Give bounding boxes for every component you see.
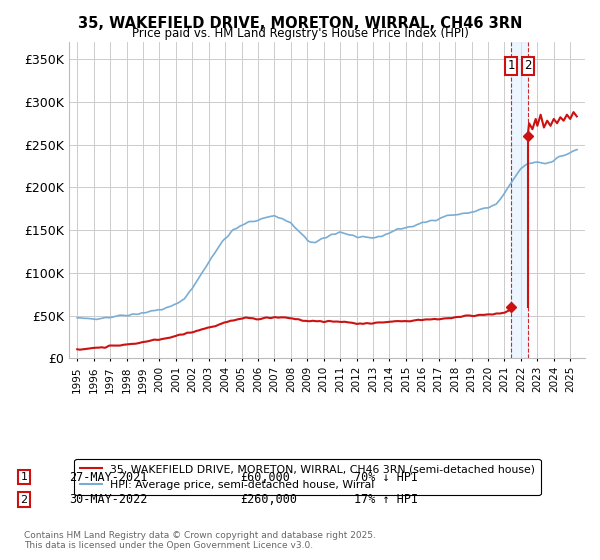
- Text: 1: 1: [20, 472, 28, 482]
- Text: 1: 1: [508, 59, 515, 72]
- Text: Contains HM Land Registry data © Crown copyright and database right 2025.
This d: Contains HM Land Registry data © Crown c…: [24, 531, 376, 550]
- Text: £260,000: £260,000: [240, 493, 297, 506]
- Text: 17% ↑ HPI: 17% ↑ HPI: [354, 493, 418, 506]
- Text: £60,000: £60,000: [240, 470, 290, 484]
- Text: 35, WAKEFIELD DRIVE, MORETON, WIRRAL, CH46 3RN: 35, WAKEFIELD DRIVE, MORETON, WIRRAL, CH…: [78, 16, 522, 31]
- Text: Price paid vs. HM Land Registry's House Price Index (HPI): Price paid vs. HM Land Registry's House …: [131, 27, 469, 40]
- Text: 2: 2: [524, 59, 532, 72]
- Text: 70% ↓ HPI: 70% ↓ HPI: [354, 470, 418, 484]
- Bar: [511, 42, 527, 358]
- Text: 27-MAY-2021: 27-MAY-2021: [69, 470, 148, 484]
- Text: 2: 2: [20, 494, 28, 505]
- Legend: 35, WAKEFIELD DRIVE, MORETON, WIRRAL, CH46 3RN (semi-detached house), HPI: Avera: 35, WAKEFIELD DRIVE, MORETON, WIRRAL, CH…: [74, 459, 541, 495]
- Text: 30-MAY-2022: 30-MAY-2022: [69, 493, 148, 506]
